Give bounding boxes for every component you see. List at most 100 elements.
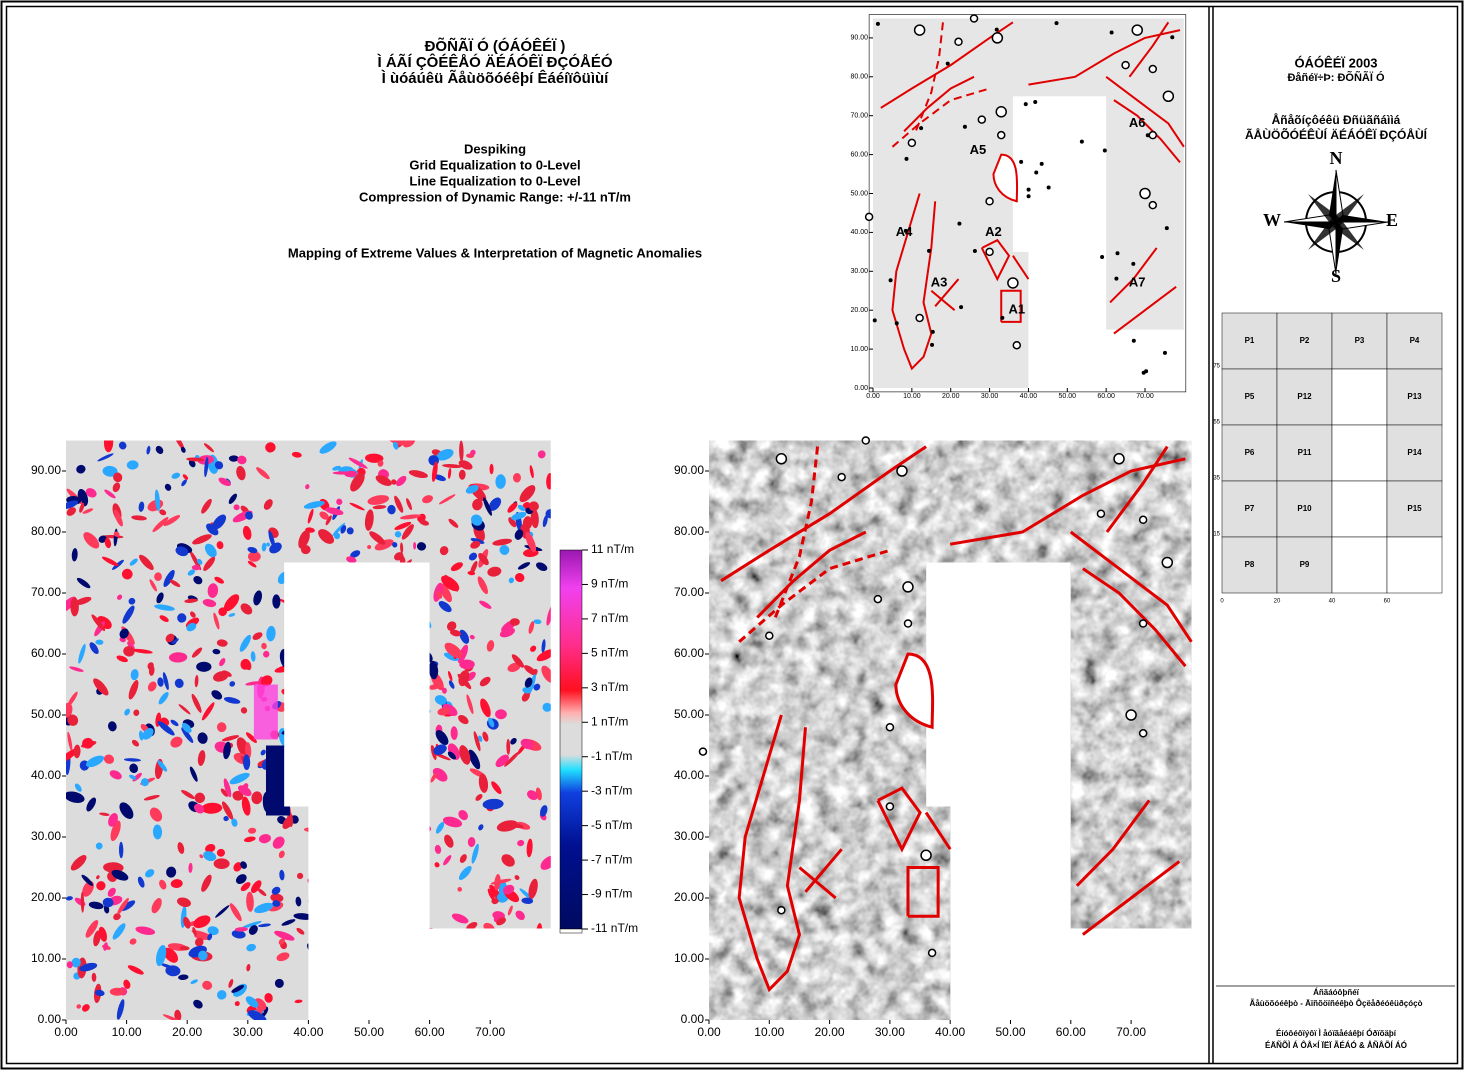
- anomaly-blob: [362, 885, 368, 894]
- cell-label: P1: [1245, 336, 1255, 345]
- x-tick-label: 0.00: [54, 1025, 78, 1039]
- point-feature: [1013, 342, 1020, 349]
- row-label: 15: [1213, 532, 1220, 538]
- anomaly-blob: [376, 710, 383, 719]
- anomaly-blob: [353, 796, 363, 806]
- area: Ðåñéï÷Þ: ÐÕÑÃÏ Ó: [1287, 71, 1385, 84]
- anomaly-blob: [408, 831, 414, 842]
- season-title: ÓÁÓÊÉÏ 2003: [1294, 55, 1377, 70]
- anomaly-blob: [339, 995, 350, 1008]
- anomaly-blob: [328, 585, 341, 598]
- anomaly-blob: [311, 861, 327, 880]
- x-tick-label: 30.00: [233, 1025, 263, 1039]
- point-feature: [1149, 202, 1156, 209]
- x-tick-label: 50.00: [354, 1025, 384, 1039]
- y-tick-label: 0.00: [854, 385, 868, 392]
- anomaly-blob: [364, 905, 371, 912]
- anomaly-blob: [385, 978, 389, 984]
- anomaly-blob: [368, 999, 376, 1008]
- point-feature: [986, 198, 993, 205]
- anomaly-blob: [381, 626, 390, 633]
- anomaly-blob: [458, 1000, 466, 1020]
- anomaly-blob: [347, 790, 357, 809]
- anomaly-blob: [384, 756, 394, 766]
- row-label: 75: [1213, 364, 1220, 370]
- anomaly-blob: [336, 897, 347, 907]
- anomaly-blob: [350, 713, 356, 721]
- col-label: 40: [1329, 599, 1336, 605]
- anomaly-blob: [378, 604, 400, 617]
- anomaly-blob: [284, 786, 305, 808]
- anomaly-label: A4: [896, 224, 913, 239]
- anomaly-blob: [365, 682, 375, 691]
- anomaly-blob: [311, 916, 322, 922]
- point: [1019, 160, 1023, 164]
- anomaly-blob: [346, 963, 362, 981]
- y-tick-label: 40.00: [31, 768, 61, 782]
- point: [876, 22, 880, 26]
- anomaly-blob: [533, 950, 544, 960]
- point-feature: [998, 132, 1005, 139]
- anomaly-blob: [331, 855, 345, 871]
- anomaly-blob: [369, 748, 381, 763]
- anomaly-blob: [334, 742, 351, 752]
- anomaly-blob: [337, 993, 350, 1009]
- y-tick-label: 60.00: [850, 151, 868, 158]
- y-tick-label: 10.00: [674, 951, 704, 965]
- anomaly-blob: [307, 598, 320, 614]
- anomaly-blob: [336, 865, 352, 880]
- anomaly-blob: [440, 937, 454, 950]
- anomaly-label: A7: [1129, 274, 1146, 289]
- anomaly-blob: [373, 980, 379, 986]
- anomaly-blob: [290, 686, 302, 696]
- anomaly-blob: [373, 678, 388, 695]
- anomaly-blob: [330, 682, 339, 695]
- processing-step: Compression of Dynamic Range: +/-11 nT/m: [359, 189, 631, 204]
- cell-label: P6: [1245, 448, 1255, 457]
- point: [889, 278, 893, 282]
- header-title: ÐÕÑÃÏ Ó (ÓÁÓÊÉÏ ): [425, 37, 566, 55]
- point-feature: [1097, 510, 1104, 517]
- anomaly-blob: [329, 862, 343, 883]
- anomaly-blob: [467, 931, 478, 952]
- anomaly-blob: [362, 822, 377, 833]
- anomaly-blob: [504, 1007, 523, 1024]
- anomaly-blob: [330, 959, 339, 968]
- grid-cell: [1332, 537, 1387, 593]
- processing-step: Grid Equalization to 0-Level: [409, 157, 580, 172]
- anomaly-blob: [376, 777, 395, 797]
- anomaly-blob: [314, 949, 326, 959]
- anomaly-blob: [397, 633, 405, 638]
- x-tick-label: 50.00: [995, 1025, 1025, 1039]
- y-tick-label: 60.00: [674, 646, 704, 660]
- point: [1146, 133, 1150, 137]
- x-tick-label: 30.00: [981, 393, 999, 400]
- header-title: Ì ÁÃÍ ÇÔÉÊÅÓ ÄÉÁÓÊÏ ÐÇÓÅÉÓ: [376, 53, 612, 71]
- anomaly-blob: [321, 968, 331, 975]
- legend-label: 9 nT/m: [591, 577, 628, 591]
- point: [1040, 162, 1044, 166]
- anomaly-blob: [307, 878, 320, 893]
- point-feature: [897, 466, 907, 476]
- legend-label: 3 nT/m: [591, 680, 628, 694]
- anomaly-blob: [417, 635, 422, 641]
- point: [1080, 140, 1084, 144]
- y-tick-label: 20.00: [850, 307, 868, 314]
- cell-label: P2: [1300, 336, 1310, 345]
- anomaly-blob: [492, 979, 503, 990]
- legend-label: 1 nT/m: [591, 714, 628, 728]
- anomaly-blob: [369, 851, 385, 864]
- anomaly-blob: [392, 729, 409, 738]
- anomaly-label: A5: [970, 142, 987, 157]
- anomaly-blob: [486, 1006, 503, 1027]
- anomaly-blob: [310, 816, 322, 830]
- anomaly-blob: [346, 624, 356, 635]
- anomaly-blob: [483, 971, 497, 984]
- anomaly-blob: [417, 990, 425, 998]
- anomaly-blob: [328, 764, 342, 779]
- point: [1116, 251, 1120, 255]
- anomaly-blob: [417, 973, 431, 988]
- point: [927, 249, 931, 253]
- anomaly-blob: [400, 753, 422, 774]
- legend-label: 7 nT/m: [591, 611, 628, 625]
